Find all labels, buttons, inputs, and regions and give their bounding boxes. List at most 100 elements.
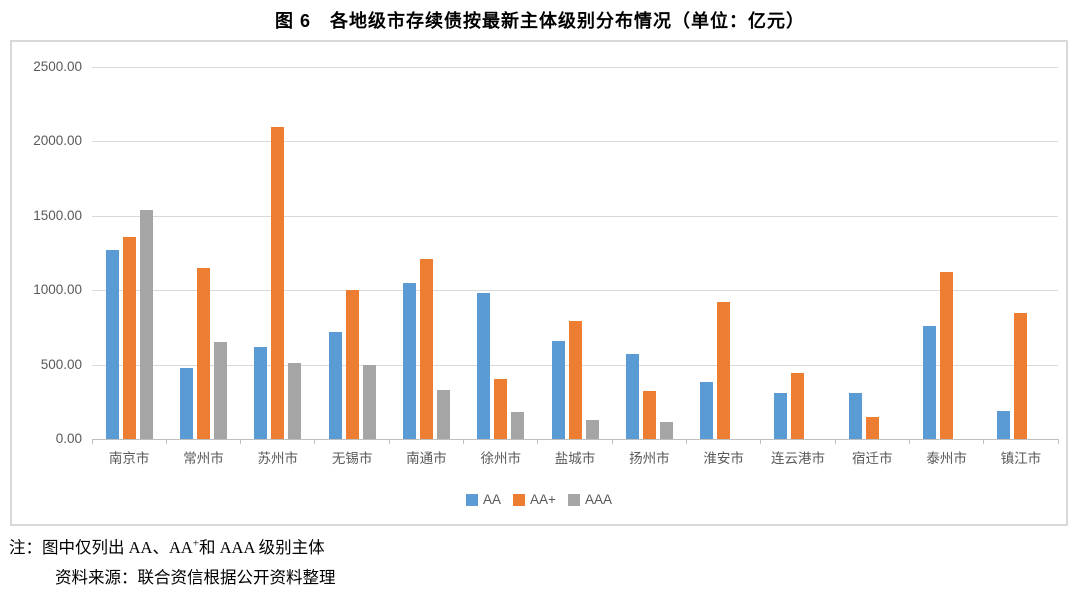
note-text-post: 和 AAA 级别主体 xyxy=(199,538,325,557)
bar-AAA-徐州市 xyxy=(511,412,525,439)
bar-groups xyxy=(92,67,1058,439)
bar-AA+-宿迁市 xyxy=(865,417,879,439)
bar-AA-扬州市 xyxy=(625,354,639,439)
x-axis-label-淮安市: 淮安市 xyxy=(703,451,744,466)
gridline xyxy=(92,67,1058,68)
y-axis-tick-label: 500.00 xyxy=(40,356,82,372)
bar-AAA-苏州市 xyxy=(288,363,302,439)
bar-AA-南京市 xyxy=(105,250,119,439)
legend-label-AA+: AA+ xyxy=(530,492,556,507)
legend-swatch-AA xyxy=(466,493,479,506)
legend-label-AA: AA xyxy=(483,492,502,507)
y-axis-tick-label: 1000.00 xyxy=(33,282,82,298)
bar-group-泰州市 xyxy=(909,67,983,439)
bar-AA-宿迁市 xyxy=(848,392,862,439)
bar-group-盐城市 xyxy=(538,67,612,439)
x-axis-label-扬州市: 扬州市 xyxy=(629,451,670,466)
bar-group-淮安市 xyxy=(687,67,761,439)
bar-AA-苏州市 xyxy=(254,346,268,439)
bar-AA+-镇江市 xyxy=(1014,313,1028,439)
bar-AA-无锡市 xyxy=(328,331,342,439)
bar-AA+-常州市 xyxy=(196,267,210,439)
x-axis-tick xyxy=(685,439,687,444)
bar-AA-常州市 xyxy=(179,367,193,439)
bar-group-南通市 xyxy=(389,67,463,439)
y-axis-tick-label: 2000.00 xyxy=(33,133,82,149)
x-axis-label-南通市: 南通市 xyxy=(406,451,447,466)
x-axis-tick xyxy=(908,439,910,444)
chart: 0.00 500.00 1000.00 1500.00 2000.00 2500.00 南… xyxy=(10,40,1068,526)
legend-label-AAA: AAA xyxy=(584,492,612,507)
x-axis-tick xyxy=(165,439,167,444)
y-axis-tick-label: 0.00 xyxy=(55,431,82,446)
bar-AA+-苏州市 xyxy=(271,126,285,439)
bar-group-无锡市 xyxy=(315,67,389,439)
x-axis-label-常州市: 常州市 xyxy=(183,451,224,466)
bar-AA-徐州市 xyxy=(477,293,491,439)
bar-AAA-盐城市 xyxy=(585,420,599,439)
figure-note: 注：图中仅列出 AA、AA+和 AAA 级别主体 xyxy=(9,534,325,558)
x-axis-tick xyxy=(1057,439,1059,444)
x-axis-label-连云港市: 连云港市 xyxy=(770,451,825,466)
x-axis-label-无锡市: 无锡市 xyxy=(331,451,373,466)
x-axis-tick xyxy=(91,439,93,444)
bar-AA+-南京市 xyxy=(122,236,136,439)
bar-group-扬州市 xyxy=(612,67,686,439)
bar-AAA-扬州市 xyxy=(659,421,673,439)
bar-AA+-无锡市 xyxy=(345,290,359,439)
x-axis-label-徐州市: 徐州市 xyxy=(480,451,521,466)
bar-AAA-常州市 xyxy=(213,342,227,439)
x-axis-tick xyxy=(611,439,613,444)
bar-group-镇江市 xyxy=(984,67,1058,439)
plot-area xyxy=(91,67,1059,444)
bar-AA+-泰州市 xyxy=(940,272,954,439)
legend-item-AA+: AA+ xyxy=(513,492,556,507)
x-axis-tick xyxy=(537,439,539,444)
legend-item-AA: AA xyxy=(466,492,501,507)
bar-group-徐州市 xyxy=(464,67,538,439)
legend: AA AA+ AAA xyxy=(12,492,1066,507)
bar-AAA-南通市 xyxy=(436,389,450,439)
x-axis-tick xyxy=(760,439,762,444)
gridline xyxy=(92,290,1058,292)
bar-AAA-无锡市 xyxy=(362,364,376,439)
bar-AA-南通市 xyxy=(402,282,416,439)
legend-item-AAA: AAA xyxy=(567,492,612,507)
x-axis-label-宿迁市: 宿迁市 xyxy=(852,451,893,466)
gridline xyxy=(92,215,1058,217)
figure-title: 图 6 各地级市存续债按最新主体级别分布情况（单位：亿元） xyxy=(274,11,805,31)
legend-swatch-AAA xyxy=(567,493,580,506)
x-axis-tick xyxy=(314,439,316,444)
bar-AA-淮安市 xyxy=(700,382,714,439)
bar-AA+-扬州市 xyxy=(642,390,656,439)
bar-AAA-南京市 xyxy=(139,209,153,439)
note-superscript-plus: + xyxy=(192,537,200,550)
bar-AA-盐城市 xyxy=(551,340,565,439)
figure-source: 资料来源：联合资信根据公开资料整理 xyxy=(55,568,336,587)
x-axis-tick xyxy=(834,439,836,444)
x-axis-tick xyxy=(388,439,390,444)
bar-group-常州市 xyxy=(166,67,240,439)
bar-AA+-南通市 xyxy=(419,258,433,439)
bar-AA+-盐城市 xyxy=(568,321,582,439)
bar-group-南京市 xyxy=(92,67,166,439)
y-axis-tick-label: 1500.00 xyxy=(33,207,82,223)
bar-AA+-徐州市 xyxy=(494,379,508,439)
x-axis-label-泰州市: 泰州市 xyxy=(926,451,967,466)
note-text-pre: 注：图中仅列出 AA、AA xyxy=(9,538,193,557)
bar-AA-泰州市 xyxy=(923,325,937,439)
bar-AA-连云港市 xyxy=(774,392,788,439)
bar-AA+-淮安市 xyxy=(717,302,731,439)
x-axis-label-南京市: 南京市 xyxy=(108,451,150,466)
legend-swatch-AA+ xyxy=(513,493,526,506)
x-axis-tick xyxy=(983,439,985,444)
x-axis-tick xyxy=(463,439,465,444)
y-axis-tick-label: 2500.00 xyxy=(33,59,82,74)
bar-group-宿迁市 xyxy=(835,67,909,439)
x-axis-label-镇江市: 镇江市 xyxy=(1000,451,1042,466)
bar-group-连云港市 xyxy=(761,67,835,439)
x-axis-labels: 南京市 常州市 苏州市 无锡市 南通市 徐州市 盐城市 扬州市 淮安市 连云港市 宿迁市 泰州市 镇江市 xyxy=(92,447,1058,467)
gridline xyxy=(92,141,1058,143)
x-axis-tick xyxy=(240,439,242,444)
